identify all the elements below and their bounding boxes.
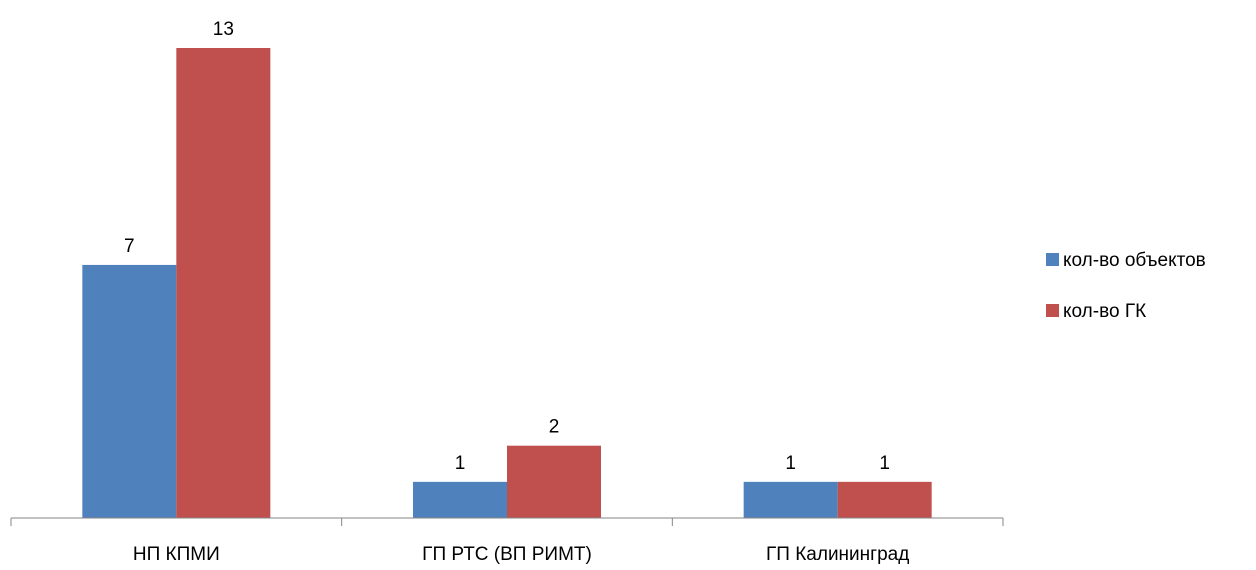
legend-swatch xyxy=(1046,253,1059,266)
legend-label: кол-во объектов xyxy=(1063,250,1206,271)
bar-contracts-0 xyxy=(176,48,270,518)
data-label: 1 xyxy=(879,453,890,474)
x-tick-label: НП КПМИ xyxy=(133,544,220,565)
legend-label: кол-во ГК xyxy=(1063,301,1146,322)
data-label: 2 xyxy=(549,417,560,438)
legend-swatch xyxy=(1046,304,1059,317)
legend: кол-во объектов кол-во ГК xyxy=(1046,250,1206,322)
data-label: 13 xyxy=(213,19,234,40)
data-label: 7 xyxy=(124,236,135,257)
bar-objects-0 xyxy=(82,265,176,518)
bar-contracts-2 xyxy=(838,482,932,518)
x-axis: НП КПМИ ГП РТС (ВП РИМТ) ГП Калининград xyxy=(11,518,1003,565)
bar-objects-1 xyxy=(413,482,507,518)
x-tick-label: ГП Калининград xyxy=(766,544,909,565)
bars-layer xyxy=(82,48,931,518)
data-label: 1 xyxy=(455,453,466,474)
bar-contracts-1 xyxy=(507,446,601,518)
bar-objects-2 xyxy=(744,482,838,518)
x-tick-label: ГП РТС (ВП РИМТ) xyxy=(422,544,592,565)
data-label: 1 xyxy=(785,453,796,474)
